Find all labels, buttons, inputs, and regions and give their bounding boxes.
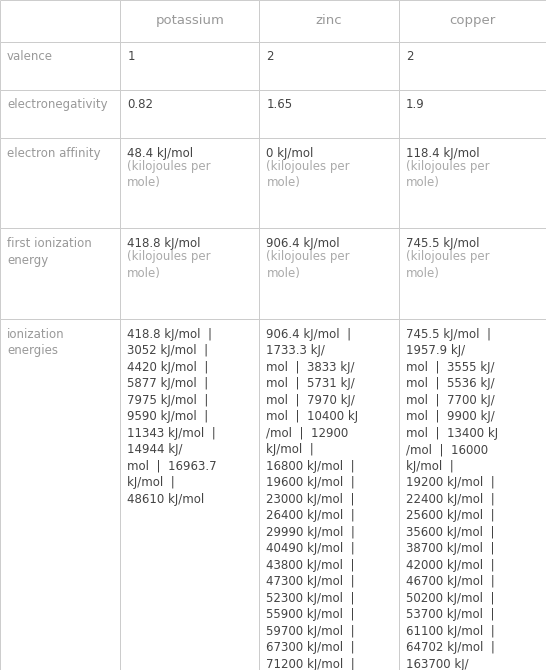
Text: (kilojoules per
mole): (kilojoules per mole) xyxy=(406,160,489,190)
Text: (kilojoules per
mole): (kilojoules per mole) xyxy=(127,160,211,190)
Text: 0 kJ/mol: 0 kJ/mol xyxy=(266,147,314,159)
Text: (kilojoules per
mole): (kilojoules per mole) xyxy=(406,251,489,280)
Text: 1.65: 1.65 xyxy=(266,98,293,111)
Text: ionization
energies: ionization energies xyxy=(7,328,65,357)
Text: (kilojoules per
mole): (kilojoules per mole) xyxy=(266,160,350,190)
Text: (kilojoules per
mole): (kilojoules per mole) xyxy=(266,251,350,280)
Text: potassium: potassium xyxy=(155,14,224,27)
Text: 418.8 kJ/mol  |
3052 kJ/mol  |
4420 kJ/mol  |
5877 kJ/mol  |
7975 kJ/mol  |
9590: 418.8 kJ/mol | 3052 kJ/mol | 4420 kJ/mol… xyxy=(127,328,217,506)
Text: 906.4 kJ/mol  |
1733.3 kJ/
mol  |  3833 kJ/
mol  |  5731 kJ/
mol  |  7970 kJ/
mo: 906.4 kJ/mol | 1733.3 kJ/ mol | 3833 kJ/… xyxy=(266,328,359,670)
Text: 2: 2 xyxy=(406,50,413,63)
Text: (kilojoules per
mole): (kilojoules per mole) xyxy=(127,251,211,280)
Text: 1.9: 1.9 xyxy=(406,98,424,111)
Text: copper: copper xyxy=(449,14,495,27)
Text: electron affinity: electron affinity xyxy=(7,147,100,159)
Text: 906.4 kJ/mol: 906.4 kJ/mol xyxy=(266,237,340,250)
Text: electronegativity: electronegativity xyxy=(7,98,108,111)
Text: 2: 2 xyxy=(266,50,274,63)
Text: 48.4 kJ/mol: 48.4 kJ/mol xyxy=(127,147,193,159)
Text: 118.4 kJ/mol: 118.4 kJ/mol xyxy=(406,147,479,159)
Text: 745.5 kJ/mol  |
1957.9 kJ/
mol  |  3555 kJ/
mol  |  5536 kJ/
mol  |  7700 kJ/
mo: 745.5 kJ/mol | 1957.9 kJ/ mol | 3555 kJ/… xyxy=(406,328,498,670)
Text: 0.82: 0.82 xyxy=(127,98,153,111)
Text: zinc: zinc xyxy=(316,14,342,27)
Text: 418.8 kJ/mol: 418.8 kJ/mol xyxy=(127,237,201,250)
Text: 745.5 kJ/mol: 745.5 kJ/mol xyxy=(406,237,479,250)
Text: valence: valence xyxy=(7,50,53,63)
Text: 1: 1 xyxy=(127,50,135,63)
Text: first ionization
energy: first ionization energy xyxy=(7,237,92,267)
